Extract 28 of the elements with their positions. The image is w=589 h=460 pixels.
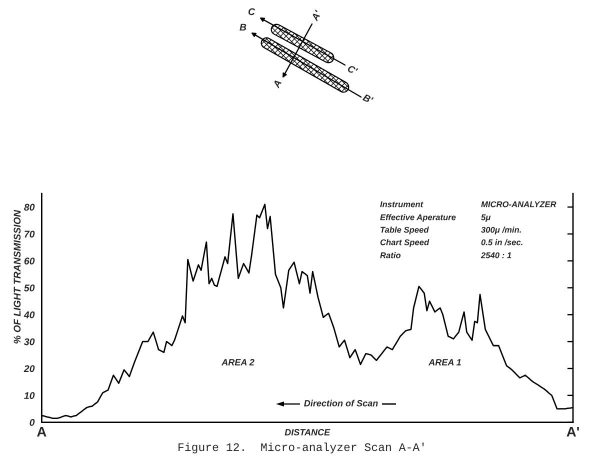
y-tick-label: 80 [24, 204, 35, 211]
annotation: 5μ [481, 214, 491, 222]
y-tick-label: 70 [24, 230, 35, 238]
caption: Figure 12. Micro-analyzer Scan A-A' [178, 442, 424, 454]
annotation: Direction of Scan [304, 400, 378, 406]
y-tick-label: 50 [24, 284, 35, 292]
annotation: Instrument [380, 201, 424, 208]
annotation: AREA 2 [221, 359, 254, 366]
y-tick-label: 20 [24, 365, 35, 372]
annotation: AREA 1 [428, 359, 461, 366]
annotation: Table Speed [380, 226, 429, 234]
y-tick-label: 30 [24, 338, 35, 346]
y-tick-label: 0 [30, 419, 35, 426]
text: B' [362, 94, 374, 104]
annotation: MICRO-ANALYZER [481, 201, 556, 208]
y-axis-title: % OF LIGHT TRANSMISSION [14, 210, 21, 344]
annotation: 300μ /min. [481, 226, 521, 234]
x-axis-title: DISTANCE [284, 429, 330, 436]
y-tick-label: 10 [24, 392, 35, 400]
annotation: Effective Aperature [380, 214, 456, 222]
y-tick-label: 40 [24, 311, 35, 318]
annotation: 2540 : 1 [480, 252, 512, 258]
annotation: 0.5 in /sec. [481, 239, 522, 246]
y-tick-label: 60 [24, 258, 35, 264]
text: C [248, 8, 256, 16]
annotation: Ratio [380, 252, 401, 258]
annotation: Chart Speed [380, 239, 430, 247]
text: B [240, 24, 246, 31]
